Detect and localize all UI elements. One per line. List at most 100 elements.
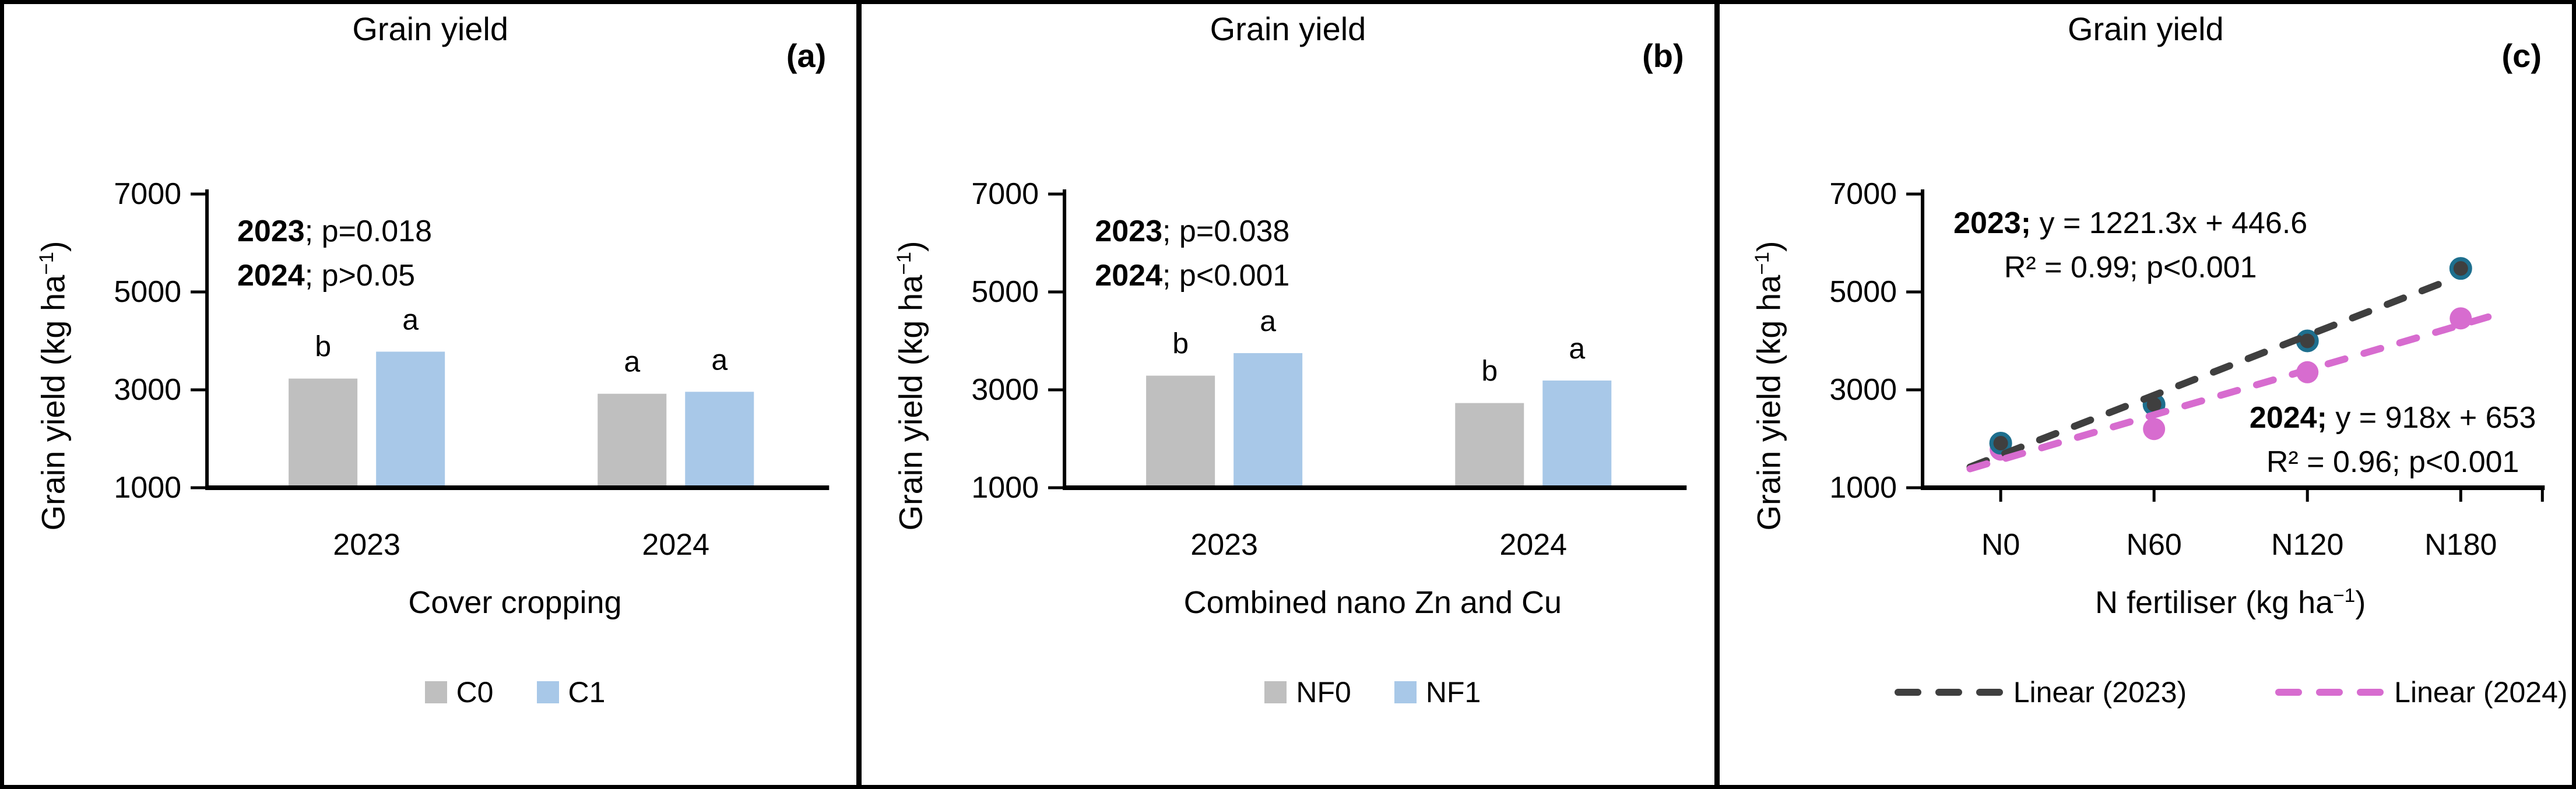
significance-letter: a	[402, 303, 419, 336]
chart-title: Grain yield	[1210, 10, 1366, 47]
x-category-label: N60	[2126, 528, 2181, 562]
regression-equation-2023: 2023; y = 1221.3x + 446.6	[1927, 201, 2335, 245]
x-category-label: 2024	[1500, 528, 1568, 562]
trend-line-2023	[1966, 276, 2454, 471]
bar-C0-2024	[598, 393, 667, 488]
annotation-year-bold: 2023;	[1953, 206, 2032, 240]
y-axis-tick-label: 1000	[1829, 471, 1897, 505]
annotation-line-2024: 2024; p<0.001	[1095, 253, 1289, 298]
regression-annotation-2024: 2024; y = 918x + 653 R² = 0.96; p<0.001	[2212, 396, 2572, 484]
x-category-label: N180	[2424, 528, 2497, 562]
y-axis-label: Grain yield (kg ha−1)	[1749, 241, 1787, 530]
y-axis-label-close: )	[892, 241, 929, 252]
scatter-point-2024	[2449, 307, 2472, 330]
significance-letter: a	[624, 346, 640, 378]
legend-label: NF1	[1425, 676, 1481, 709]
y-axis-tick-label: 5000	[1829, 275, 1897, 309]
x-axis-label: Combined nano Zn and Cu	[1183, 585, 1562, 620]
y-axis-tick-label: 7000	[114, 177, 181, 211]
x-axis-label: Cover cropping	[408, 585, 622, 620]
legend: NF0 NF1	[1064, 675, 1681, 709]
y-axis-label-text: Grain yield (kg ha	[1750, 274, 1787, 531]
y-axis-tick-label: 5000	[972, 275, 1039, 309]
annotation-line-2023: 2023; p=0.038	[1095, 209, 1289, 253]
annotation-year-bold: 2023	[1095, 214, 1163, 248]
annotation-line-2024: 2024; p>0.05	[237, 253, 432, 298]
x-category-label: 2023	[1191, 528, 1259, 562]
panel-letter-c: (c)	[2501, 37, 2542, 74]
legend-item-c1: C1	[536, 675, 606, 709]
annotation-pvalue: ; p>0.05	[304, 259, 416, 293]
legend-item-nf0: NF0	[1264, 675, 1351, 709]
regression-equation: y = 1221.3x + 446.6	[2031, 206, 2308, 240]
annotation-pvalue: ; p=0.018	[304, 214, 432, 248]
y-axis-label-text: Grain yield (kg ha	[892, 274, 929, 531]
legend-label: NF0	[1296, 676, 1351, 709]
legend-label: C0	[456, 676, 494, 709]
bar-C0-2023	[289, 378, 358, 488]
bar-NF1-2024	[1542, 381, 1612, 488]
y-axis-label-superscript: −1	[1751, 252, 1773, 275]
significance-letter: b	[1482, 355, 1498, 388]
y-axis-tick-label: 7000	[1829, 177, 1897, 211]
annotation-line-2023: 2023; p=0.018	[237, 209, 432, 253]
x-axis-label: N fertiliser (kg ha−1)	[1923, 584, 2539, 621]
significance-letter: a	[1569, 332, 1586, 365]
significance-letter: a	[1260, 305, 1277, 337]
y-axis-label: Grain yield (kg ha−1)	[892, 241, 930, 530]
y-axis-label-close: )	[1750, 241, 1787, 252]
x-axis-label-text: N fertiliser (kg ha	[2095, 585, 2333, 620]
significance-letter: a	[711, 343, 728, 376]
significance-letter: b	[1173, 327, 1189, 360]
p-value-annotation: 2023; p=0.018 2024; p>0.05	[237, 209, 432, 298]
legend-label: Linear (2024)	[2394, 676, 2568, 709]
trend-line-2024	[1966, 313, 2492, 473]
annotation-year-bold: 2024	[1095, 259, 1163, 293]
x-category-label: 2024	[642, 528, 709, 562]
y-axis-tick-label: 3000	[114, 373, 181, 407]
legend-item-nf1: NF1	[1394, 675, 1481, 709]
regression-r-squared: R² = 0.99; p<0.001	[2004, 251, 2257, 284]
legend-label: C1	[568, 676, 606, 709]
legend-swatch-blue	[1394, 681, 1417, 703]
legend-swatch-blue	[536, 681, 559, 703]
panel-c: 7000 5000 3000 1000 N0 N60 N120 N180 Grain yiel…	[1714, 4, 2572, 785]
bar-chart-cover-cropping: 7000 5000 3000 1000 2023 b a 2024 a a	[114, 177, 830, 562]
y-axis-label-close: )	[34, 241, 72, 252]
chart-title: Grain yield	[352, 10, 508, 47]
annotation-year-bold: 2024	[237, 259, 305, 293]
scatter-point-2023	[2449, 257, 2472, 280]
legend-swatch-gray	[424, 681, 447, 703]
legend-swatch-gray	[1264, 681, 1287, 703]
x-axis-label-superscript: −1	[2333, 585, 2356, 607]
significance-letter: b	[315, 330, 331, 363]
scatter-point-2024	[2142, 418, 2165, 441]
bar-NF0-2024	[1455, 403, 1524, 488]
regression-annotation-2023: 2023; y = 1221.3x + 446.6 R² = 0.99; p<0…	[1927, 201, 2335, 290]
legend-item-linear-2024: Linear (2024)	[2274, 675, 2568, 709]
bar-C1-2023	[376, 351, 445, 488]
legend-label: Linear (2023)	[2013, 676, 2187, 709]
annotation-year-bold: 2024;	[2249, 401, 2327, 435]
panel-letter-b: (b)	[1642, 37, 1684, 74]
y-axis-tick-label: 1000	[972, 471, 1039, 505]
y-axis-label-text: Grain yield (kg ha	[34, 274, 72, 531]
y-axis-label-superscript: −1	[35, 252, 58, 275]
dashed-line-sample-2024	[2275, 689, 2384, 696]
dashed-line-sample-2023	[1894, 689, 2003, 696]
regression-equation-2024: 2024; y = 918x + 653	[2212, 396, 2572, 440]
legend: C0 C1	[207, 675, 823, 709]
scatter-point-2023	[1989, 432, 2012, 455]
x-category-label: 2023	[333, 528, 400, 562]
y-axis-label-superscript: −1	[893, 252, 916, 275]
p-value-annotation: 2023; p=0.038 2024; p<0.001	[1095, 209, 1289, 298]
y-axis-tick-label: 1000	[114, 471, 181, 505]
chart-title: Grain yield	[2067, 10, 2224, 47]
regression-r-squared: R² = 0.96; p<0.001	[2266, 445, 2519, 479]
legend: Linear (2023) Linear (2024)	[1894, 675, 2568, 709]
y-axis-tick-label: 3000	[1829, 373, 1897, 407]
bar-C1-2024	[685, 392, 754, 488]
bar-NF1-2023	[1233, 353, 1303, 488]
legend-item-c0: C0	[424, 675, 494, 709]
